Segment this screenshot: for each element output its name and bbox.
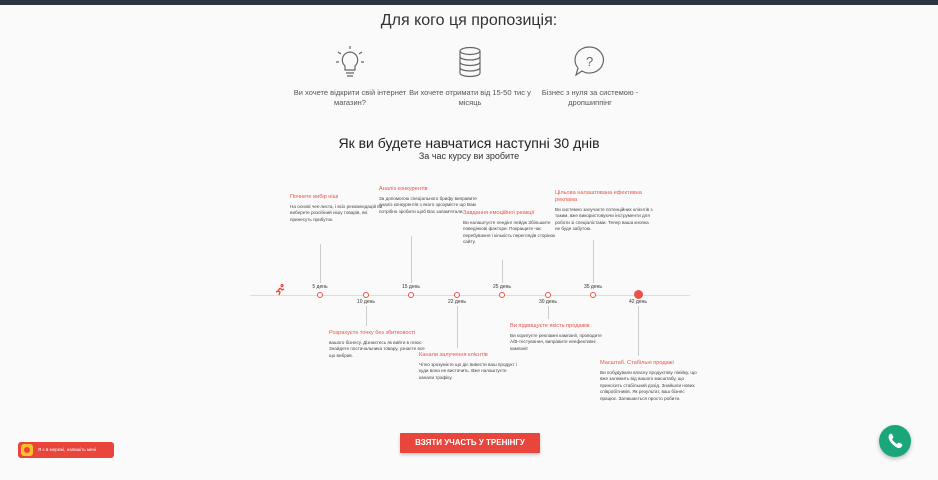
timeline-dot (317, 292, 323, 298)
runner-icon (275, 284, 285, 296)
timeline-item-title: Цільова налаштована ефективна реклама (555, 190, 642, 203)
timeline-item-text: Ви системно залучаєте потенційних клієнт… (555, 207, 653, 232)
timeline-item: Почнете вибір ніші На основі чек-листа, і… (290, 194, 390, 223)
timeline-dot (408, 292, 414, 298)
timeline-connector (366, 306, 367, 326)
question-bubble-icon: ? (574, 46, 605, 77)
timeline-item-text: Чітко зрозумієте що діє вивести ваш прод… (419, 362, 517, 380)
lightbulb-icon (336, 46, 364, 77)
timeline-connector (502, 260, 503, 283)
timeline-item: Розрахуєте точку без збитковості вашого б… (329, 330, 429, 359)
phone-icon (888, 433, 903, 449)
timeline-connector (411, 236, 412, 283)
timeline-dot (499, 292, 505, 298)
timeline-connector (593, 240, 594, 283)
day-label: 35 день (583, 284, 602, 290)
timeline-item-title: Канали залучення клієнтів (419, 352, 488, 358)
timeline-item-title: Почнете вибір ніші (290, 194, 339, 200)
day-label: 30 день (538, 299, 557, 305)
day-label: 15 день (401, 284, 420, 290)
timeline-item: Масштаб. Стабільні продажі Ви побудували … (600, 360, 700, 402)
timeline-dot (363, 292, 369, 298)
day-label: 22 день (447, 299, 466, 305)
page-title: Для кого ця пропозиція: (380, 12, 558, 29)
timeline-dot (545, 292, 551, 298)
chat-widget[interactable]: Я є в мережі, напишіть мені (18, 442, 114, 458)
audience-item: Ви хочете отримати від 15-50 тис у місяц… (405, 44, 535, 108)
plan-subtitle: За час курсу ви зробите (418, 151, 520, 161)
timeline-item-text: На основі чек-листа, і всіх рекомендацій… (290, 204, 383, 222)
day-label: 5 день (312, 284, 328, 290)
timeline-item: Цільова налаштована ефективна реклама Ви … (555, 190, 655, 233)
join-training-button[interactable]: ВЗЯТИ УЧАСТЬ У ТРЕНІНГУ (400, 433, 540, 453)
day-label: 10 день (356, 299, 375, 305)
timeline-item: Завдання емоційної реакції Ви налаштуєте … (463, 210, 563, 246)
timeline-item-title: Масштаб. Стабільні продажі (600, 360, 674, 366)
timeline-item-text: За допомогою спеціального брифу виправит… (379, 196, 477, 214)
timeline-item-title: Аналіз конкурентів (379, 186, 428, 192)
audience-text: Ви хочете відкрити свій інтернет магазин… (293, 88, 407, 107)
audience-text: Ви хочете отримати від 15-50 тис у місяц… (409, 88, 531, 107)
coins-icon (459, 46, 481, 78)
timeline-dot (590, 292, 596, 298)
day-label: 42 день (628, 299, 647, 305)
timeline-item-text: Ви побудували власну продуктову лінійку,… (600, 370, 697, 401)
instagram-icon (21, 444, 33, 456)
timeline-connector (638, 306, 639, 356)
timeline-connector (320, 244, 321, 283)
plan-title: Як ви будете навчатися наступні 30 днів (338, 135, 600, 151)
timeline-line (250, 295, 690, 296)
audience-item: ? Бізнес з нуля за системою - дропшиппін… (525, 44, 655, 108)
timeline-dot (633, 290, 643, 299)
svg-text:?: ? (586, 54, 593, 69)
timeline-item: Аналіз конкурентів За допомогою спеціальн… (379, 186, 479, 215)
chat-widget-label: Я є в мережі, напишіть мені (38, 447, 97, 452)
top-bar (0, 0, 938, 5)
timeline-item-title: Ви підвищуєте якість продажів (510, 323, 590, 329)
timeline-item-title: Розрахуєте точку без збитковості (329, 330, 416, 336)
timeline-connector (548, 306, 549, 319)
call-button[interactable] (879, 425, 911, 457)
timeline-item-text: вашого бізнесу. Дізнаєтесь як вийти в пл… (329, 340, 425, 358)
day-label: 25 день (492, 284, 511, 290)
timeline-item-text: Ви налаштуєте лендінг пейдж Збільшите по… (463, 220, 556, 245)
audience-text: Бізнес з нуля за системою - дропшиппінг (541, 88, 639, 107)
timeline-item-text: Ви коригуєте рекламні кампанії, проводит… (510, 333, 602, 351)
timeline-item: Ви підвищуєте якість продажів Ви коригуєт… (510, 323, 610, 352)
timeline-connector (457, 306, 458, 348)
audience-item: Ви хочете відкрити свій інтернет магазин… (285, 44, 415, 108)
timeline-item: Канали залучення клієнтів Чітко зрозумієт… (419, 352, 519, 381)
timeline-dot (454, 292, 460, 298)
timeline-item-title: Завдання емоційної реакції (463, 210, 535, 216)
